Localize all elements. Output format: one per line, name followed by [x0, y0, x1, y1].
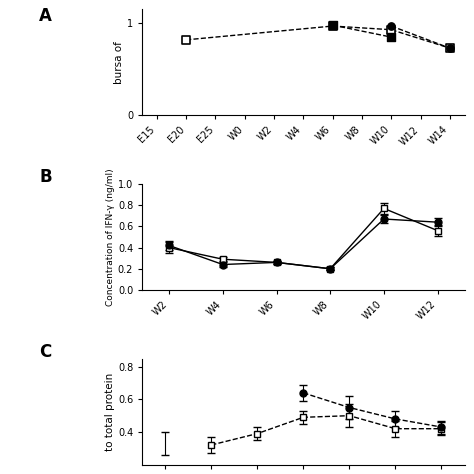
Point	[329, 22, 337, 30]
Point	[329, 21, 337, 29]
Text: B: B	[39, 168, 52, 186]
Text: A: A	[39, 8, 52, 26]
Y-axis label: to total protein: to total protein	[105, 373, 115, 451]
Point	[446, 45, 454, 52]
Point	[387, 33, 395, 41]
Point	[387, 26, 395, 34]
Y-axis label: Concentration of IFN-γ (ng/ml): Concentration of IFN-γ (ng/ml)	[106, 168, 115, 306]
Text: C: C	[39, 343, 51, 361]
Point	[182, 36, 190, 44]
Point	[446, 45, 454, 52]
Point	[387, 22, 395, 30]
Y-axis label: bursa of: bursa of	[114, 41, 124, 84]
